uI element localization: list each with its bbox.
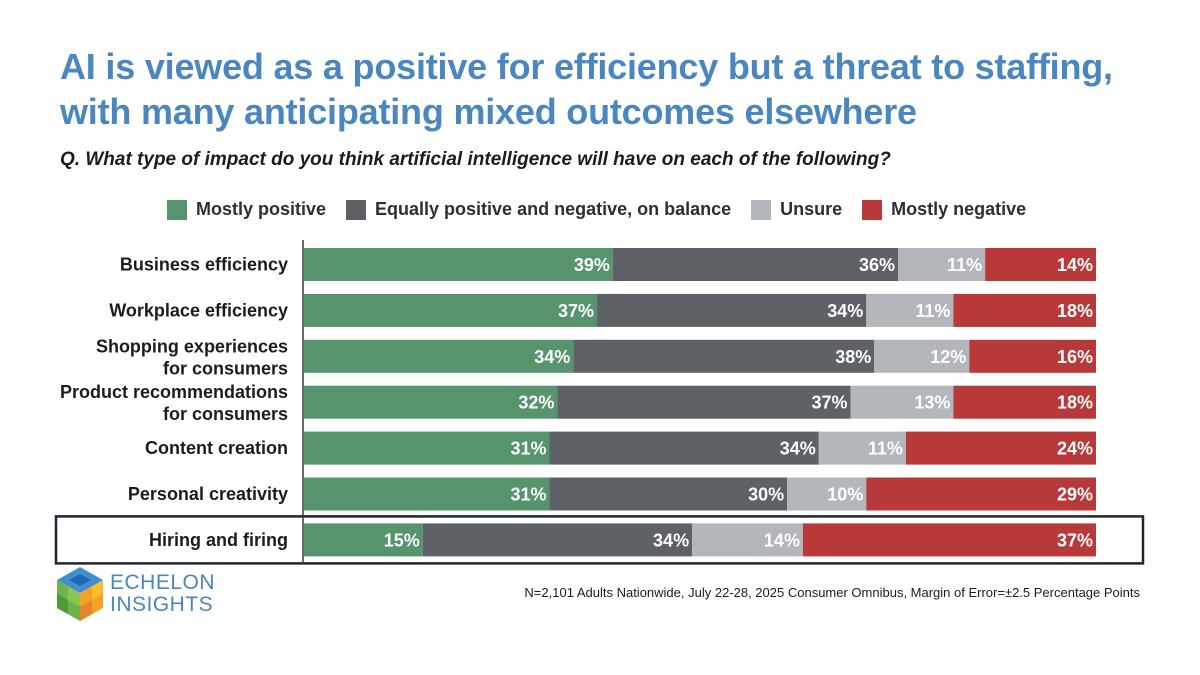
data-label-equally-positive-and-negative-on-balance: 34% [827,301,863,321]
data-label-equally-positive-and-negative-on-balance: 30% [748,485,784,505]
bar-segment-mostly-positive [304,248,613,281]
bar-row-business-efficiency: Business efficiency 39% 36% 11% 14% [120,248,1096,281]
bar-segment-mostly-positive [304,293,598,327]
logo-text-echelon: ECHELON [110,571,216,594]
legend-item-mostly-negative: Mostly negative [862,199,1026,220]
legend-label: Unsure [780,199,843,219]
bar-segment-mostly-positive [304,339,574,373]
bar-segment-equally-positive-and-negative-on-balance [557,385,851,419]
category-label: Workplace efficiency [109,300,288,320]
bar-segment-mostly-negative [953,293,1096,327]
category-label-line: for consumers [163,404,288,424]
logo-text-insights: INSIGHTS [110,593,214,616]
legend-swatch [346,199,367,220]
data-label-unsure: 10% [827,485,863,505]
echelon-insights-logo: ECHELON INSIGHTS [54,565,254,625]
legend-item-equally-positive-and-negative-on-balance: Equally positive and negative, on balanc… [346,199,731,220]
bar-segment-mostly-negative [866,477,1096,511]
data-label-mostly-positive: 15% [384,530,420,550]
legend-swatch [167,199,187,220]
data-label-mostly-negative: 16% [1057,347,1093,367]
data-label-unsure: 11% [915,301,950,321]
bar-row-hiring-and-firing: Hiring and firing 15% 34% 14% 37% [149,523,1096,557]
data-label-mostly-positive: 37% [558,301,594,321]
data-label-equally-positive-and-negative-on-balance: 36% [859,255,895,275]
category-label-line: for consumers [163,358,288,378]
data-label-mostly-positive: 32% [518,393,554,413]
legend-item-unsure: Unsure [751,199,842,220]
data-label-unsure: 14% [764,530,800,550]
bar-segment-mostly-positive [304,523,423,557]
category-label-line: Shopping experiences [96,336,288,356]
data-label-equally-positive-and-negative-on-balance: 34% [780,439,816,459]
bar-segment-unsure [787,477,867,511]
bar-segment-unsure [692,523,803,557]
data-label-unsure: 12% [930,347,966,367]
category-label: Product recommendations for consumers [60,382,288,424]
legend-label: Equally positive and negative, on balanc… [375,199,732,219]
bar-segment-unsure [818,431,906,465]
category-label: Business efficiency [120,255,288,275]
bar-segment-mostly-negative [905,431,1096,465]
cube-logo-icon [57,567,103,621]
bar-segment-equally-positive-and-negative-on-balance [612,248,898,281]
chart-title: AI is viewed as a positive for efficienc… [60,46,1113,132]
category-label: Shopping experiences for consumers [96,336,288,378]
bar-segment-unsure [874,339,970,373]
data-label-mostly-negative: 18% [1057,393,1093,413]
legend: Mostly positive Equally positive and nega… [167,199,1046,220]
bar-segment-equally-positive-and-negative-on-balance [597,293,867,327]
data-label-equally-positive-and-negative-on-balance: 37% [811,393,847,413]
bar-row-shopping-experiences-for-consumers: Shopping experiences for consumers 34% 38% 1… [96,336,1096,378]
data-label-equally-positive-and-negative-on-balance: 34% [653,530,689,550]
bar-segment-mostly-negative [953,385,1096,419]
data-label-mostly-negative: 29% [1057,485,1093,505]
footnote: N=2,101 Adults Nationwide, July 22-28, 2… [524,585,1140,600]
bar-segment-mostly-negative [969,339,1096,373]
bar-segment-equally-positive-and-negative-on-balance [549,431,819,465]
category-label: Personal creativity [128,484,288,504]
data-label-mostly-negative: 14% [1057,255,1093,275]
legend-label: Mostly negative [891,199,1027,219]
legend-item-mostly-positive: Mostly positive [167,199,326,220]
bar-segment-unsure [850,385,954,419]
bar-segment-mostly-positive [304,477,550,511]
category-label-line: Product recommendations [60,382,288,402]
bar-segment-equally-positive-and-negative-on-balance [549,477,788,511]
bar-segment-equally-positive-and-negative-on-balance [422,523,693,557]
data-label-mostly-negative: 18% [1057,301,1093,321]
category-label: Hiring and firing [149,530,288,550]
data-label-unsure: 11% [947,255,982,275]
legend-swatch [862,199,883,220]
data-label-mostly-positive: 34% [534,347,570,367]
data-label-unsure: 13% [914,393,950,413]
bar-segment-mostly-negative [802,523,1096,557]
bar-row-personal-creativity: Personal creativity 31% 30% 10% 29% [128,477,1096,511]
chart-subtitle: Q. What type of impact do you think arti… [60,149,891,170]
highlight-box [54,515,1145,565]
bar-segment-unsure [866,293,954,327]
category-label: Content creation [145,438,288,458]
bar-row-product-recommendations-for-consumers: Product recommendations for consumers 32% 3… [60,382,1096,424]
bar-segment-mostly-positive [304,431,550,465]
bar-row-workplace-efficiency: Workplace efficiency 37% 34% 11% 18% [109,293,1096,327]
bar-segment-mostly-negative [985,248,1096,281]
data-label-mostly-negative: 37% [1057,530,1093,550]
data-label-mostly-positive: 31% [510,439,546,459]
data-label-mostly-positive: 31% [510,485,546,505]
legend-swatch [751,199,772,220]
data-label-mostly-positive: 39% [574,255,610,275]
data-label-equally-positive-and-negative-on-balance: 38% [835,347,871,367]
bar-row-content-creation: Content creation 31% 34% 11% 24% [145,431,1096,465]
bar-segment-equally-positive-and-negative-on-balance [573,339,875,373]
data-label-unsure: 11% [868,439,903,459]
bar-segment-unsure [898,248,986,281]
bar-segment-mostly-positive [304,385,558,419]
legend-label: Mostly positive [196,199,327,219]
data-label-mostly-negative: 24% [1057,439,1093,459]
